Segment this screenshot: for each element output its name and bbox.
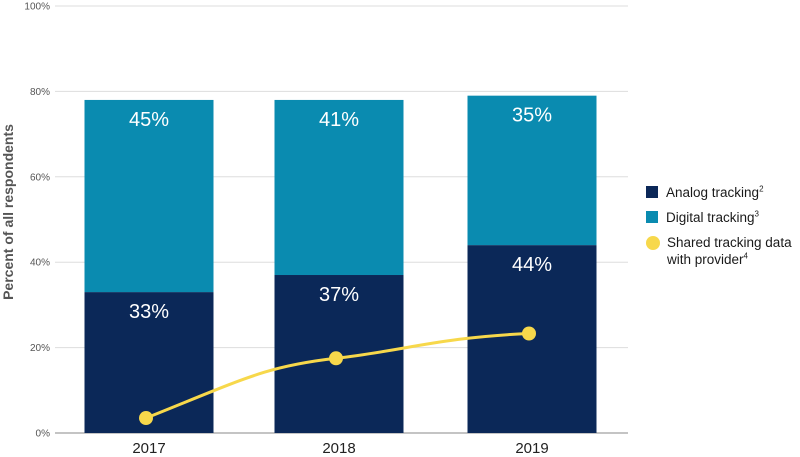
legend-label-analog: Analog tracking <box>666 185 760 200</box>
y-tick-label: 80% <box>30 87 50 98</box>
x-tick-label: 2018 <box>322 440 355 457</box>
legend-swatch-digital <box>646 211 658 223</box>
shared-tracking-point <box>522 326 536 341</box>
legend-dot-shared <box>646 236 660 250</box>
y-axis-label: Percent of all respondents <box>0 124 16 300</box>
legend-label-shared: Shared tracking data with provider <box>667 235 792 267</box>
data-label: 45% <box>129 109 169 131</box>
legend-footnote-shared: 4 <box>743 251 748 261</box>
data-label: 35% <box>512 105 552 127</box>
legend-item-digital: Digital tracking3 <box>646 209 800 226</box>
data-label: 41% <box>319 109 359 131</box>
legend-footnote-analog: 2 <box>759 184 764 194</box>
bar-segment <box>274 99 404 276</box>
legend-swatch-analog <box>646 186 658 198</box>
legend-item-shared: Shared tracking data with provider4 <box>646 234 800 268</box>
y-tick-label: 60% <box>30 172 50 183</box>
legend-item-analog: Analog tracking2 <box>646 184 800 201</box>
data-label: 33% <box>129 301 169 323</box>
shared-tracking-point <box>329 351 343 366</box>
shared-tracking-point <box>139 411 153 426</box>
bar-segment <box>467 95 597 246</box>
x-axis-ticks: 2017 2018 2019 <box>132 440 548 457</box>
y-tick-label: 40% <box>30 258 50 269</box>
x-tick-label: 2017 <box>132 440 165 457</box>
data-label: 44% <box>512 254 552 276</box>
legend: Analog tracking2 Digital tracking3 Share… <box>646 184 800 276</box>
legend-label-digital: Digital tracking <box>666 210 755 225</box>
y-tick-label: 20% <box>30 343 50 354</box>
shared-tracking-line <box>139 326 536 426</box>
y-tick-label: 100% <box>24 2 50 13</box>
bar-segment <box>84 292 214 433</box>
data-label: 37% <box>319 284 359 306</box>
x-tick-label: 2019 <box>515 440 548 457</box>
bars: 33% 45% 37% 41% 44% 35% <box>84 95 597 433</box>
legend-footnote-digital: 3 <box>754 209 759 219</box>
bar-segment <box>84 99 214 293</box>
y-tick-label: 0% <box>36 429 51 440</box>
y-axis-ticks: 0% 20% 40% 60% 80% 100% <box>24 2 50 440</box>
